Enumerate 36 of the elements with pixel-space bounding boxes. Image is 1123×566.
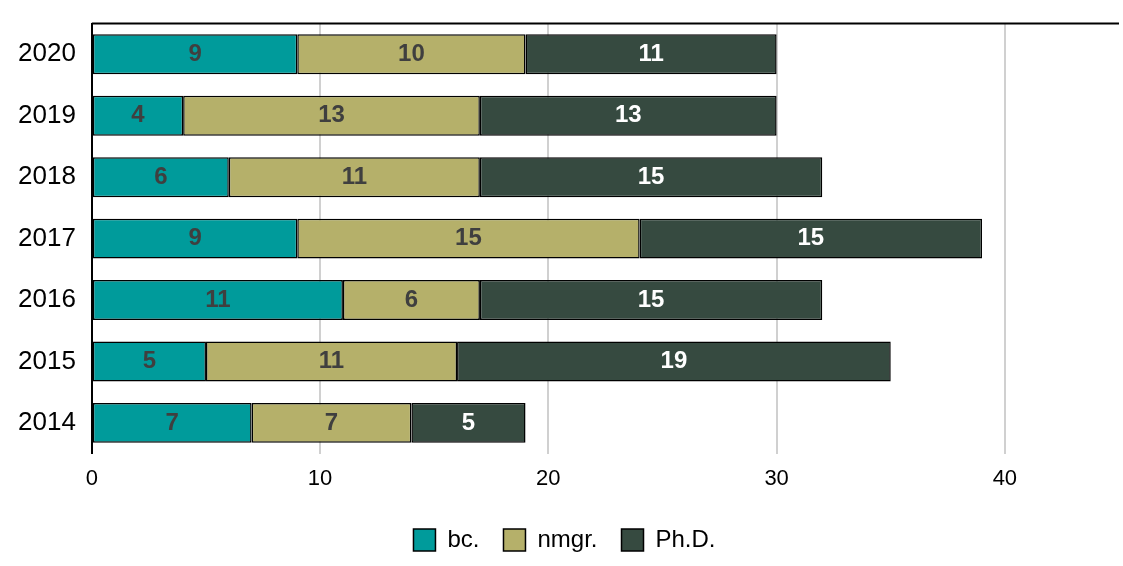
data-label: 9	[188, 38, 202, 66]
data-label: 6	[404, 284, 419, 312]
x-tick-label: 0	[85, 464, 98, 490]
data-label: 9	[188, 223, 202, 251]
data-label: 10	[398, 38, 425, 66]
y-tick-label: 2015	[18, 344, 76, 375]
data-label: 5	[461, 407, 476, 435]
data-label: 7	[165, 407, 179, 435]
x-tick-label: 20	[536, 464, 561, 490]
x-tick-label: 40	[992, 464, 1018, 490]
legend-label: nmgr.	[537, 524, 598, 552]
data-label: 6	[154, 161, 168, 189]
data-label: 5	[142, 346, 157, 374]
y-tick-label: 2014	[18, 406, 76, 437]
x-tick-label: 30	[764, 464, 789, 490]
x-tick-label: 10	[307, 464, 333, 490]
data-label: 11	[205, 284, 231, 312]
y-tick-label: 2020	[18, 37, 76, 68]
y-tick-label: 2017	[18, 221, 76, 252]
data-label: 15	[637, 161, 665, 189]
legend-label: Ph.D.	[655, 524, 716, 552]
data-label: 13	[318, 100, 345, 128]
y-tick-label: 2018	[18, 160, 76, 191]
data-label: 13	[614, 100, 642, 128]
data-label: 15	[797, 223, 825, 251]
data-label: 15	[455, 223, 482, 251]
y-tick-label: 2019	[18, 98, 76, 129]
data-label: 19	[660, 346, 688, 374]
data-label: 4	[131, 100, 146, 128]
data-label: 11	[341, 161, 368, 189]
data-label: 11	[318, 346, 345, 374]
data-label: 15	[637, 284, 665, 312]
legend-label: bc.	[447, 524, 480, 552]
data-label: 7	[324, 407, 339, 435]
data-label: 11	[638, 38, 664, 66]
y-tick-label: 2016	[18, 283, 76, 314]
